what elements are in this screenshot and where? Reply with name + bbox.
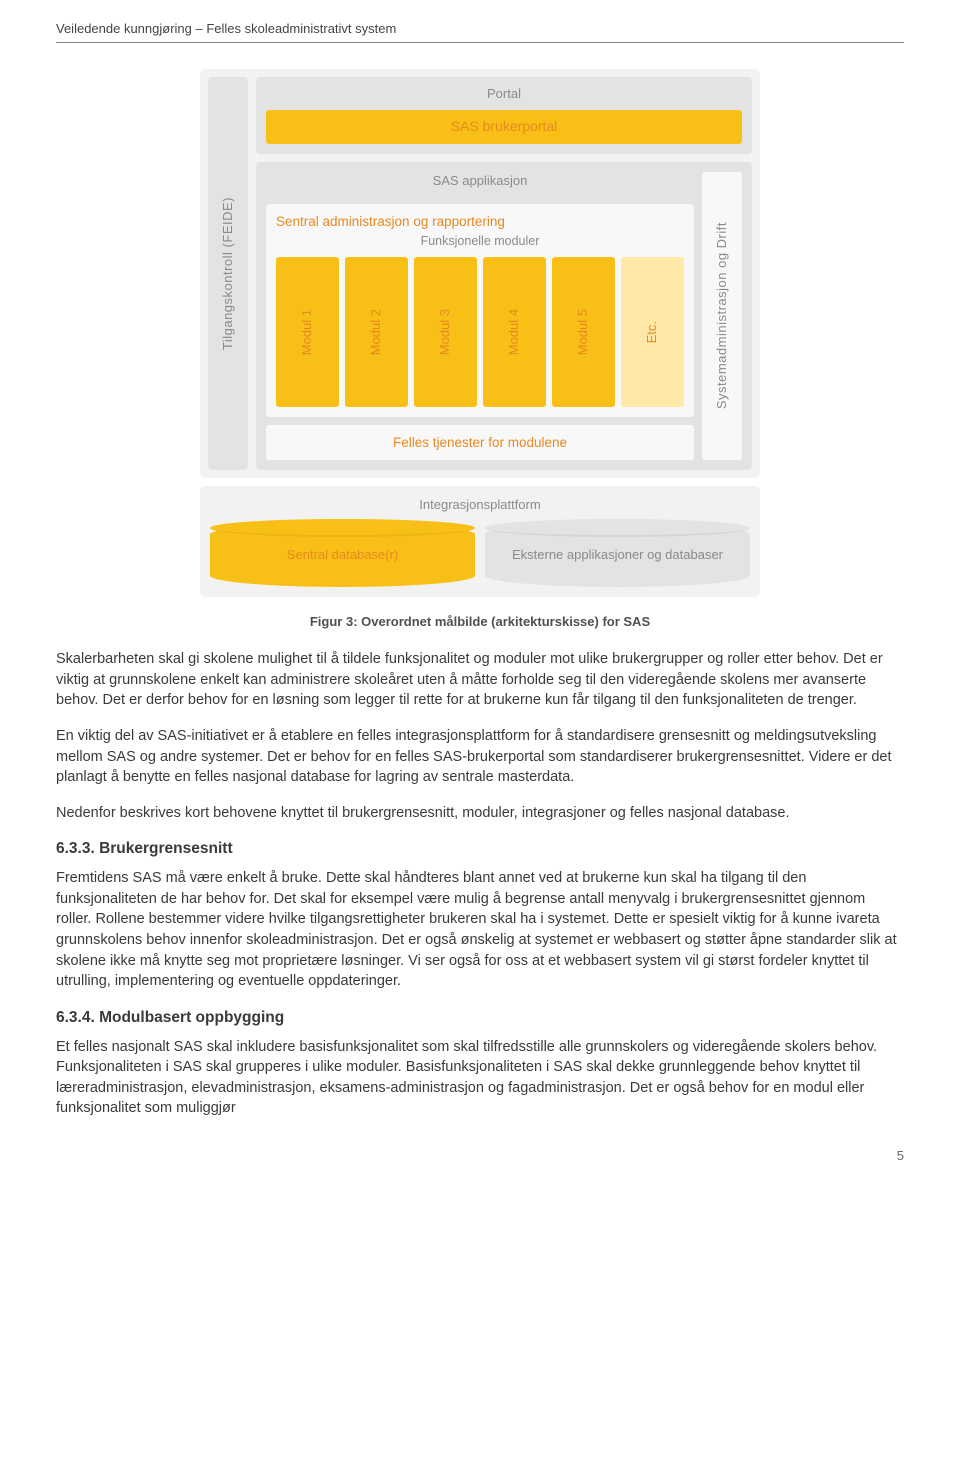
- central-database: Sentral database(r): [210, 523, 475, 587]
- portal-title: Portal: [266, 85, 742, 103]
- section-633-title: 6.3.3. Brukergrensesnitt: [56, 838, 904, 860]
- admin-box: Sentral administrasjon og rapportering F…: [266, 204, 694, 417]
- document-header: Veiledende kunngjøring – Felles skoleadm…: [56, 20, 904, 43]
- module-5: Modul 5: [552, 257, 615, 407]
- modules-row: Modul 1 Modul 2 Modul 3 Modul 4 Modul 5 …: [276, 257, 684, 407]
- paragraph-2: En viktig del av SAS-initiativet er å et…: [56, 726, 904, 788]
- module-etc: Etc.: [621, 257, 684, 407]
- module-3: Modul 3: [414, 257, 477, 407]
- sysadmin-column: Systemadministrasjon og Drift: [702, 172, 742, 461]
- sysadmin-label: Systemadministrasjon og Drift: [713, 222, 731, 409]
- paragraph-3: Nedenfor beskrives kort behovene knyttet…: [56, 803, 904, 824]
- paragraph-1: Skalerbarheten skal gi skolene mulighet …: [56, 649, 904, 711]
- architecture-diagram: Tilgangskontroll (FEIDE) Portal SAS bruk…: [200, 69, 760, 596]
- admin-title: Sentral administrasjon og rapportering: [276, 212, 684, 231]
- application-title: SAS applikasjon: [266, 172, 694, 190]
- module-4: Modul 4: [483, 257, 546, 407]
- module-1: Modul 1: [276, 257, 339, 407]
- section-633-body: Fremtidens SAS må være enkelt å bruke. D…: [56, 868, 904, 991]
- section-634-body: Et felles nasjonalt SAS skal inkludere b…: [56, 1037, 904, 1119]
- portal-pill: SAS brukerportal: [266, 110, 742, 144]
- integration-box: Integrasjonsplattform Sentral database(r…: [200, 486, 760, 596]
- section-634-title: 6.3.4. Modulbasert oppbygging: [56, 1007, 904, 1029]
- application-box: SAS applikasjon Sentral administrasjon o…: [256, 162, 752, 471]
- access-control-column: Tilgangskontroll (FEIDE): [208, 77, 248, 470]
- external-apps-db: Eksterne applikasjoner og databaser: [485, 523, 750, 587]
- shared-services-pill: Felles tjenester for modulene: [266, 425, 694, 460]
- figure-caption: Figur 3: Overordnet målbilde (arkitektur…: [56, 613, 904, 631]
- portal-box: Portal SAS brukerportal: [256, 77, 752, 153]
- functional-modules-title: Funksjonelle moduler: [276, 233, 684, 251]
- page-number: 5: [56, 1147, 904, 1165]
- access-control-label: Tilgangskontroll (FEIDE): [219, 197, 237, 350]
- integration-title: Integrasjonsplattform: [210, 496, 750, 514]
- module-2: Modul 2: [345, 257, 408, 407]
